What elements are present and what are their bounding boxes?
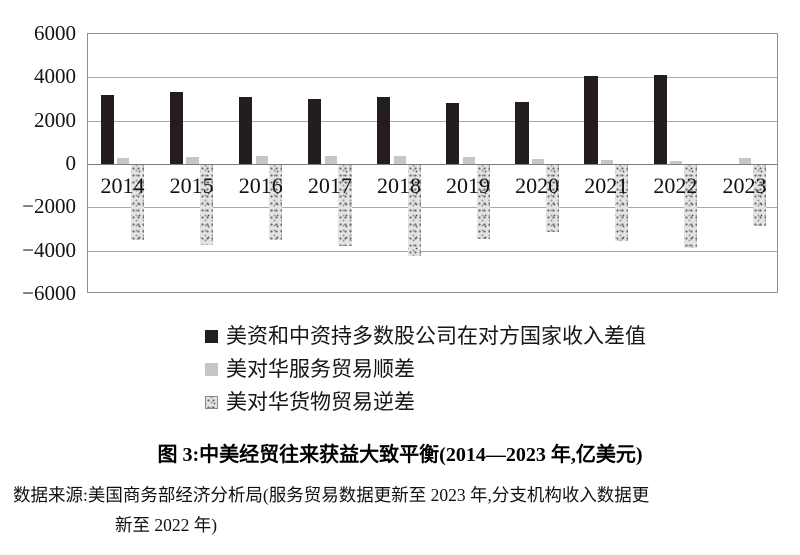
x-axis-label-2021: 2021 [584, 173, 629, 198]
y-axis-tick-label: 6000 [34, 21, 76, 45]
bar-solid-black-2021 [584, 76, 598, 164]
chart-legend: 美资和中资持多数股公司在对方国家收入差值 美对华服务贸易顺差 美对华货物贸易逆差 [205, 326, 646, 425]
bar-solid-black-2022 [653, 75, 667, 164]
bar-solid-black-2016 [238, 96, 253, 164]
legend-swatch-speckled [205, 396, 218, 409]
source-note: 数据来源:美国商务部经济分析局(服务贸易数据更新至 2023 年,分支机构收入数… [13, 480, 793, 540]
legend-swatch-solid-black [205, 330, 218, 343]
bar-group-2018: 2018 [364, 34, 433, 292]
x-axis-label-2019: 2019 [446, 173, 491, 198]
bar-speckled-2022 [683, 165, 698, 248]
figure-title: 图 3:中美经贸往来获益大致平衡(2014—2023 年,亿美元) [157, 444, 643, 466]
bar-solid-gray-2020 [531, 158, 545, 164]
y-axis-tick-label: −2000 [22, 194, 76, 219]
bar-speckled-2014 [131, 165, 145, 240]
bar-solid-black-2017 [308, 99, 322, 164]
bar-solid-gray-2019 [462, 156, 475, 164]
y-axis-tick-label: 2000 [34, 107, 76, 132]
bar-speckled-2021 [614, 165, 628, 242]
x-axis-label-2016: 2016 [238, 173, 283, 198]
legend-item: 美对华服务贸易顺差 [205, 359, 646, 380]
x-axis-label-2020: 2020 [515, 173, 560, 198]
legend-label: 美资和中资持多数股公司在对方国家收入差值 [226, 324, 646, 348]
legend-label: 美对华货物贸易逆差 [226, 390, 415, 414]
bar-speckled-2017 [338, 165, 352, 247]
y-axis-labels: 6000 4000 2000 0 −2000 −4000 −6000 [0, 0, 78, 320]
bar-speckled-2020 [545, 165, 559, 233]
bar-group-2015: 2015 [157, 34, 226, 292]
bar-solid-gray-2018 [393, 155, 406, 164]
gridline [88, 207, 777, 209]
gridline [88, 77, 777, 79]
bar-solid-black-2020 [515, 102, 529, 164]
bar-group-2022: 2022 [641, 34, 710, 292]
bar-group-2021: 2021 [572, 34, 641, 292]
x-axis-label-2017: 2017 [307, 173, 352, 198]
bar-solid-black-2018 [377, 96, 391, 164]
legend-item: 美对华货物贸易逆差 [205, 392, 646, 413]
bar-group-2016: 2016 [226, 34, 295, 292]
bar-group-2019: 2019 [434, 34, 503, 292]
y-axis-tick-label: 4000 [34, 64, 76, 89]
x-axis-label-2022: 2022 [653, 173, 698, 198]
x-axis-label-2023: 2023 [722, 173, 767, 198]
bar-speckled-2015 [200, 165, 214, 245]
plot-area: 2014 2015 2016 2017 2018 2019 2020 2021 2022 2023 [87, 33, 778, 293]
gridline [88, 120, 777, 122]
bar-speckled-2023 [753, 165, 767, 227]
legend-swatch-solid-gray [205, 363, 218, 376]
x-axis-label-2018: 2018 [376, 173, 421, 198]
bar-solid-black-2015 [169, 91, 183, 164]
x-axis-label-2015: 2015 [169, 173, 214, 198]
bar-solid-black-2019 [446, 103, 460, 164]
source-line-1: 数据来源:美国商务部经济分析局(服务贸易数据更新至 2023 年,分支机构收入数… [13, 485, 650, 505]
bar-group-2023: 2023 [710, 34, 779, 292]
x-axis-label-2014: 2014 [100, 173, 145, 198]
y-axis-tick-label: −6000 [22, 281, 76, 305]
y-axis-tick-label: −4000 [22, 237, 76, 262]
bar-solid-gray-2022 [670, 161, 683, 164]
bar-speckled-2019 [476, 165, 490, 240]
y-axis-tick-label: 0 [65, 151, 77, 175]
bar-speckled-2018 [407, 165, 421, 256]
zero-axis-line [88, 164, 777, 165]
bar-group-2014: 2014 [88, 34, 157, 292]
bar-solid-gray-2016 [255, 155, 268, 164]
bar-solid-gray-2021 [601, 160, 614, 164]
bar-speckled-2016 [269, 165, 283, 241]
bar-solid-gray-2014 [117, 158, 130, 164]
bar-solid-gray-2023 [739, 158, 752, 164]
source-line-2: 新至 2022 年) [115, 515, 218, 535]
bar-solid-black-2014 [100, 95, 114, 164]
bar-group-2020: 2020 [503, 34, 572, 292]
bar-group-2017: 2017 [295, 34, 364, 292]
bar-solid-gray-2017 [324, 155, 337, 164]
legend-item: 美资和中资持多数股公司在对方国家收入差值 [205, 326, 646, 347]
gridline [88, 250, 777, 252]
legend-label: 美对华服务贸易顺差 [226, 357, 415, 381]
bar-solid-gray-2015 [186, 157, 199, 164]
